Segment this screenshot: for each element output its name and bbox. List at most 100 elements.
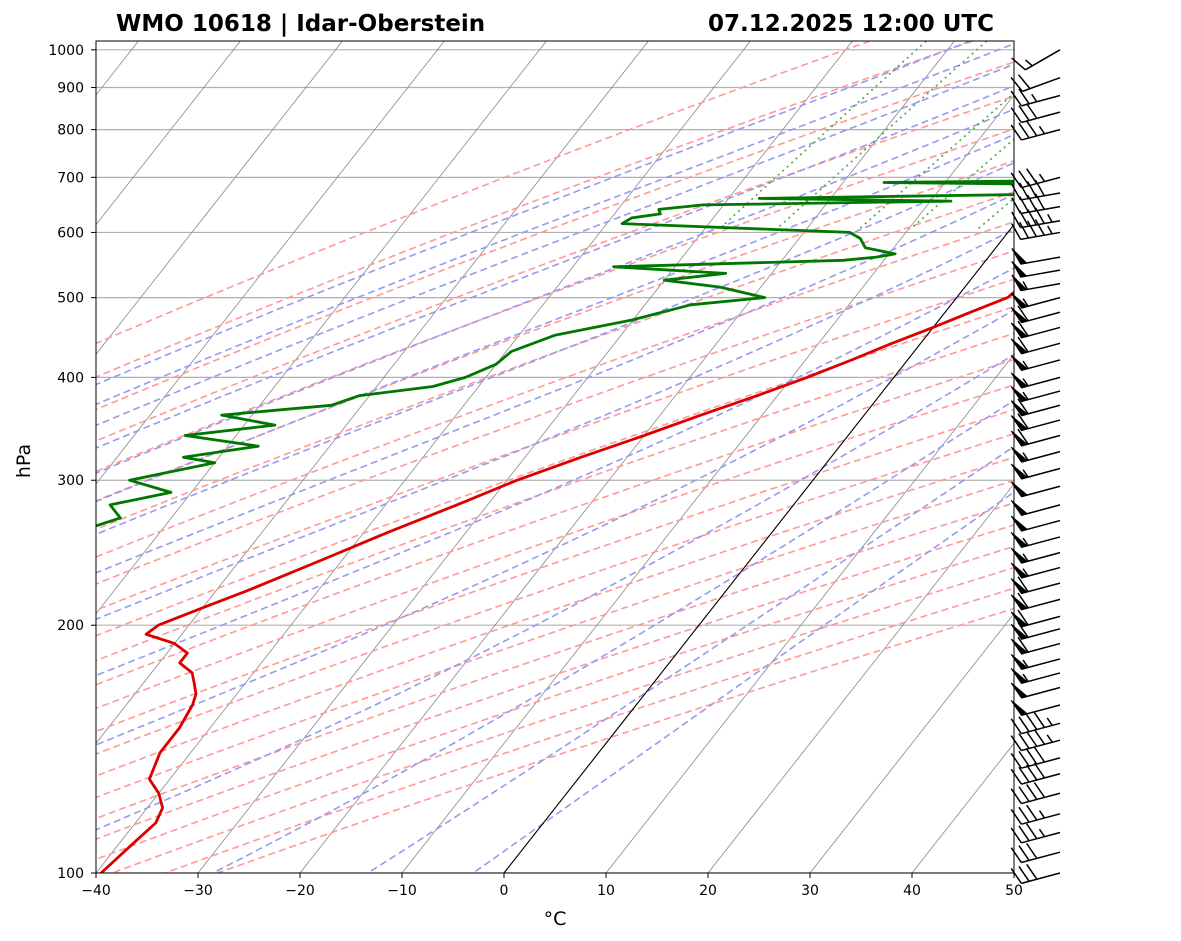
axes: −40 −30 −20 −10 0 10 20 30 40 50 100 200 300 400 500 60… bbox=[48, 43, 1023, 899]
moist-adiabat bbox=[96, 267, 1014, 677]
wind-barb bbox=[1010, 576, 1061, 595]
isotherm-line bbox=[96, 41, 241, 226]
y-tick-label: 700 bbox=[57, 170, 84, 186]
wind-barb bbox=[1010, 592, 1061, 611]
dry-adiabat bbox=[96, 332, 1014, 662]
moist-adiabat bbox=[96, 133, 1014, 503]
wind-barb bbox=[1010, 120, 1061, 141]
y-tick-label: 100 bbox=[57, 866, 84, 882]
moist-adiabat bbox=[96, 309, 1014, 746]
wind-barbs bbox=[1010, 49, 1061, 885]
isotherm-line bbox=[605, 353, 1014, 873]
dry-adiabat bbox=[96, 61, 1014, 411]
dry-adiabat bbox=[96, 408, 1014, 733]
isotherm-line bbox=[401, 94, 1014, 873]
wind-barb bbox=[1010, 700, 1061, 717]
dewpoint-profile bbox=[96, 179, 1014, 528]
mixing-ratio-line bbox=[718, 41, 927, 231]
dry-adiabat bbox=[96, 41, 871, 345]
dry-adiabat bbox=[96, 250, 1014, 585]
wind-barb bbox=[1010, 481, 1061, 498]
wind-barb bbox=[1010, 320, 1061, 339]
wind-barb bbox=[1010, 682, 1061, 699]
dry-adiabat bbox=[96, 220, 1014, 558]
plot-frame bbox=[95, 40, 1015, 874]
y-tick-label: 600 bbox=[57, 225, 84, 241]
wind-barb bbox=[1010, 729, 1061, 752]
wind-barb bbox=[1010, 446, 1061, 463]
x-tick-label: −10 bbox=[387, 883, 417, 899]
x-axis-label: °C bbox=[544, 908, 567, 930]
y-tick-label: 200 bbox=[57, 618, 84, 634]
wind-barb bbox=[1010, 804, 1061, 825]
wind-barb bbox=[1010, 74, 1061, 93]
wind-barb bbox=[1010, 398, 1061, 417]
wind-barb bbox=[1010, 413, 1061, 432]
wind-barb bbox=[1010, 355, 1061, 372]
dry-adiabat bbox=[96, 128, 1014, 473]
dry-adiabat bbox=[96, 524, 1014, 840]
wind-barb bbox=[1010, 609, 1061, 628]
isotherm-line bbox=[197, 41, 853, 873]
profiles bbox=[96, 179, 1014, 873]
temperature-profile bbox=[99, 290, 1014, 873]
wind-barb bbox=[1010, 386, 1061, 403]
y-tick-label: 500 bbox=[57, 291, 84, 307]
isotherm-line bbox=[96, 41, 649, 744]
y-tick-label: 900 bbox=[57, 80, 84, 96]
wind-barb bbox=[1010, 863, 1061, 885]
x-tick-label: 20 bbox=[699, 883, 717, 899]
dry-adiabat bbox=[96, 190, 1014, 531]
wind-barb bbox=[1010, 782, 1061, 805]
wind-barb bbox=[1010, 168, 1061, 189]
isotherm-line bbox=[96, 41, 445, 485]
moist-adiabat bbox=[96, 228, 1014, 621]
x-tick-label: 50 bbox=[1005, 883, 1023, 899]
wind-barb bbox=[1010, 515, 1061, 532]
x-tick-label: 30 bbox=[801, 883, 819, 899]
wind-barb bbox=[1010, 532, 1061, 549]
y-tick-label: 400 bbox=[57, 370, 84, 386]
isotherm-line bbox=[809, 613, 1014, 873]
chart-title-station: WMO 10618 | Idar-Oberstein bbox=[116, 11, 485, 37]
wind-barb bbox=[1010, 823, 1061, 844]
wind-barb bbox=[1010, 762, 1061, 785]
dry-adiabat bbox=[96, 384, 1014, 710]
wind-barb bbox=[1010, 843, 1061, 864]
x-tick-label: −20 bbox=[285, 883, 315, 899]
moist-adiabat bbox=[96, 63, 1014, 427]
y-tick-label: 800 bbox=[57, 123, 84, 139]
wind-barb bbox=[1011, 260, 1061, 278]
dry-adiabat bbox=[96, 432, 1014, 755]
moist-adiabat bbox=[96, 161, 1014, 536]
dry-adiabat bbox=[96, 41, 973, 378]
isotherm-line bbox=[911, 742, 1014, 873]
isotherm-line bbox=[96, 41, 343, 355]
wind-barb bbox=[1011, 179, 1061, 201]
wind-barb bbox=[1010, 668, 1061, 685]
wind-barb bbox=[1010, 500, 1061, 516]
mixing-ratio-line bbox=[1145, 41, 1181, 230]
wind-barb bbox=[1010, 336, 1061, 355]
wind-barb bbox=[1010, 636, 1061, 655]
x-tick-label: −30 bbox=[183, 883, 213, 899]
moist-adiabat bbox=[96, 84, 1014, 449]
wind-barb bbox=[1010, 547, 1061, 564]
wind-barb bbox=[1011, 207, 1061, 229]
wind-barb bbox=[1011, 49, 1061, 71]
zero-isotherm-line bbox=[503, 223, 1014, 873]
mixing-ratio-line bbox=[1102, 41, 1181, 230]
x-tick-label: 40 bbox=[903, 883, 921, 899]
wind-barb bbox=[1010, 622, 1061, 640]
y-tick-label: 300 bbox=[57, 473, 84, 489]
moist-adiabat bbox=[367, 445, 1014, 873]
wind-barb bbox=[1010, 305, 1061, 324]
mixing-ratio-line bbox=[909, 138, 1014, 231]
wind-barb bbox=[1010, 562, 1061, 579]
isotherm-line bbox=[96, 41, 547, 615]
x-tick-label: 10 bbox=[597, 883, 615, 899]
dry-adiabat bbox=[96, 358, 1014, 686]
mixing-ratio-line bbox=[1043, 41, 1181, 230]
dry-adiabat bbox=[96, 456, 1014, 777]
